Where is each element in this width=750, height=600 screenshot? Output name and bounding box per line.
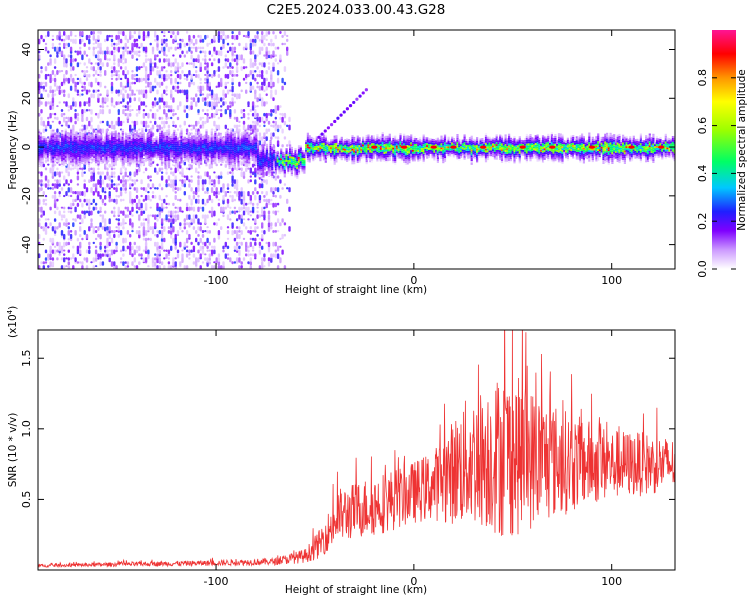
- snr-y-multiplier-base: (x10: [7, 314, 19, 338]
- snr-x-tick-label: 0: [410, 575, 417, 588]
- snr-y-multiplier-exponent: 4: [6, 309, 14, 314]
- snr-x-tick-label: -100: [204, 575, 229, 588]
- colorbar-tick-label: 0.0: [696, 260, 709, 278]
- spectrogram-peak: [479, 145, 487, 149]
- spectrogram-peak: [371, 145, 378, 149]
- spectrogram-x-tick-label: 0: [410, 274, 417, 287]
- spectrogram-panel: -100 0 100 -40 -20 0 20 40 Height of straight …: [7, 29, 676, 296]
- snr-panel: -100 0 100 0.5 1.0 1.5 Height of straight li…: [6, 306, 676, 596]
- spectrogram-x-tick-label: 100: [601, 274, 622, 287]
- spectrogram-y-tick-label: -40: [20, 236, 33, 254]
- snr-y-multiplier-close: ): [7, 306, 19, 310]
- spectrogram-y-ticks: -40 -20 0 20 40: [20, 43, 675, 254]
- snr-y-axis-label: SNR (10 * v/v): [7, 413, 19, 488]
- spectrogram-y-tick-label: 20: [20, 91, 33, 105]
- snr-x-tick-label: 100: [601, 575, 622, 588]
- spectrogram-peak: [588, 145, 596, 149]
- spectrogram-peak: [400, 145, 408, 149]
- colorbar-tick-label: 0.2: [696, 212, 709, 230]
- snr-y-ticks: 0.5 1.0 1.5: [20, 349, 675, 508]
- snr-x-ticks: -100 0 100: [204, 330, 622, 588]
- spectrogram-peak: [430, 145, 437, 149]
- chart-title: C2E5.2024.033.00.43.G28: [267, 2, 446, 18]
- spectrogram-peak: [658, 145, 665, 149]
- colorbar-tick-label: 0.8: [696, 69, 709, 87]
- spectrogram-peak: [628, 145, 635, 149]
- snr-x-axis-label: Height of straight line (km): [285, 584, 427, 596]
- snr-y-tick-label: 1.0: [20, 420, 33, 438]
- colorbar-ticks: 0.0 0.2 0.4 0.6 0.8: [696, 69, 736, 278]
- colorbar-label: Normalized spectral amplitude: [736, 69, 748, 230]
- snr-y-tick-label: 1.5: [20, 349, 33, 367]
- spectrogram-y-tick-label: 0: [20, 144, 33, 151]
- spectrogram-peak: [450, 145, 457, 149]
- spectrogram-y-axis-label: Frequency (Hz): [7, 110, 19, 189]
- spectrogram-x-axis-label: Height of straight line (km): [285, 284, 427, 296]
- snr-y-tick-label: 0.5: [20, 491, 33, 509]
- spectrogram-x-ticks: -100 0 100: [204, 30, 622, 287]
- colorbar: 0.0 0.2 0.4 0.6 0.8 Normalized spectral ampl…: [696, 30, 748, 278]
- snr-frame: [37, 329, 676, 571]
- spectrogram-heatmap: [38, 31, 675, 269]
- snr-y-multiplier: (x104): [6, 306, 19, 338]
- snr-series-line: [38, 330, 675, 569]
- spectrogram-peak: [519, 145, 526, 149]
- spectrogram-frame: [37, 29, 676, 270]
- spectrogram-y-tick-label: -20: [20, 187, 33, 205]
- spectrogram-peak: [549, 145, 556, 149]
- colorbar-gradient: [712, 30, 736, 269]
- spectrogram-x-tick-label: -100: [204, 274, 229, 287]
- colorbar-tick-label: 0.4: [696, 165, 709, 183]
- spectrogram-y-tick-label: 40: [20, 43, 33, 57]
- colorbar-tick-label: 0.6: [696, 117, 709, 135]
